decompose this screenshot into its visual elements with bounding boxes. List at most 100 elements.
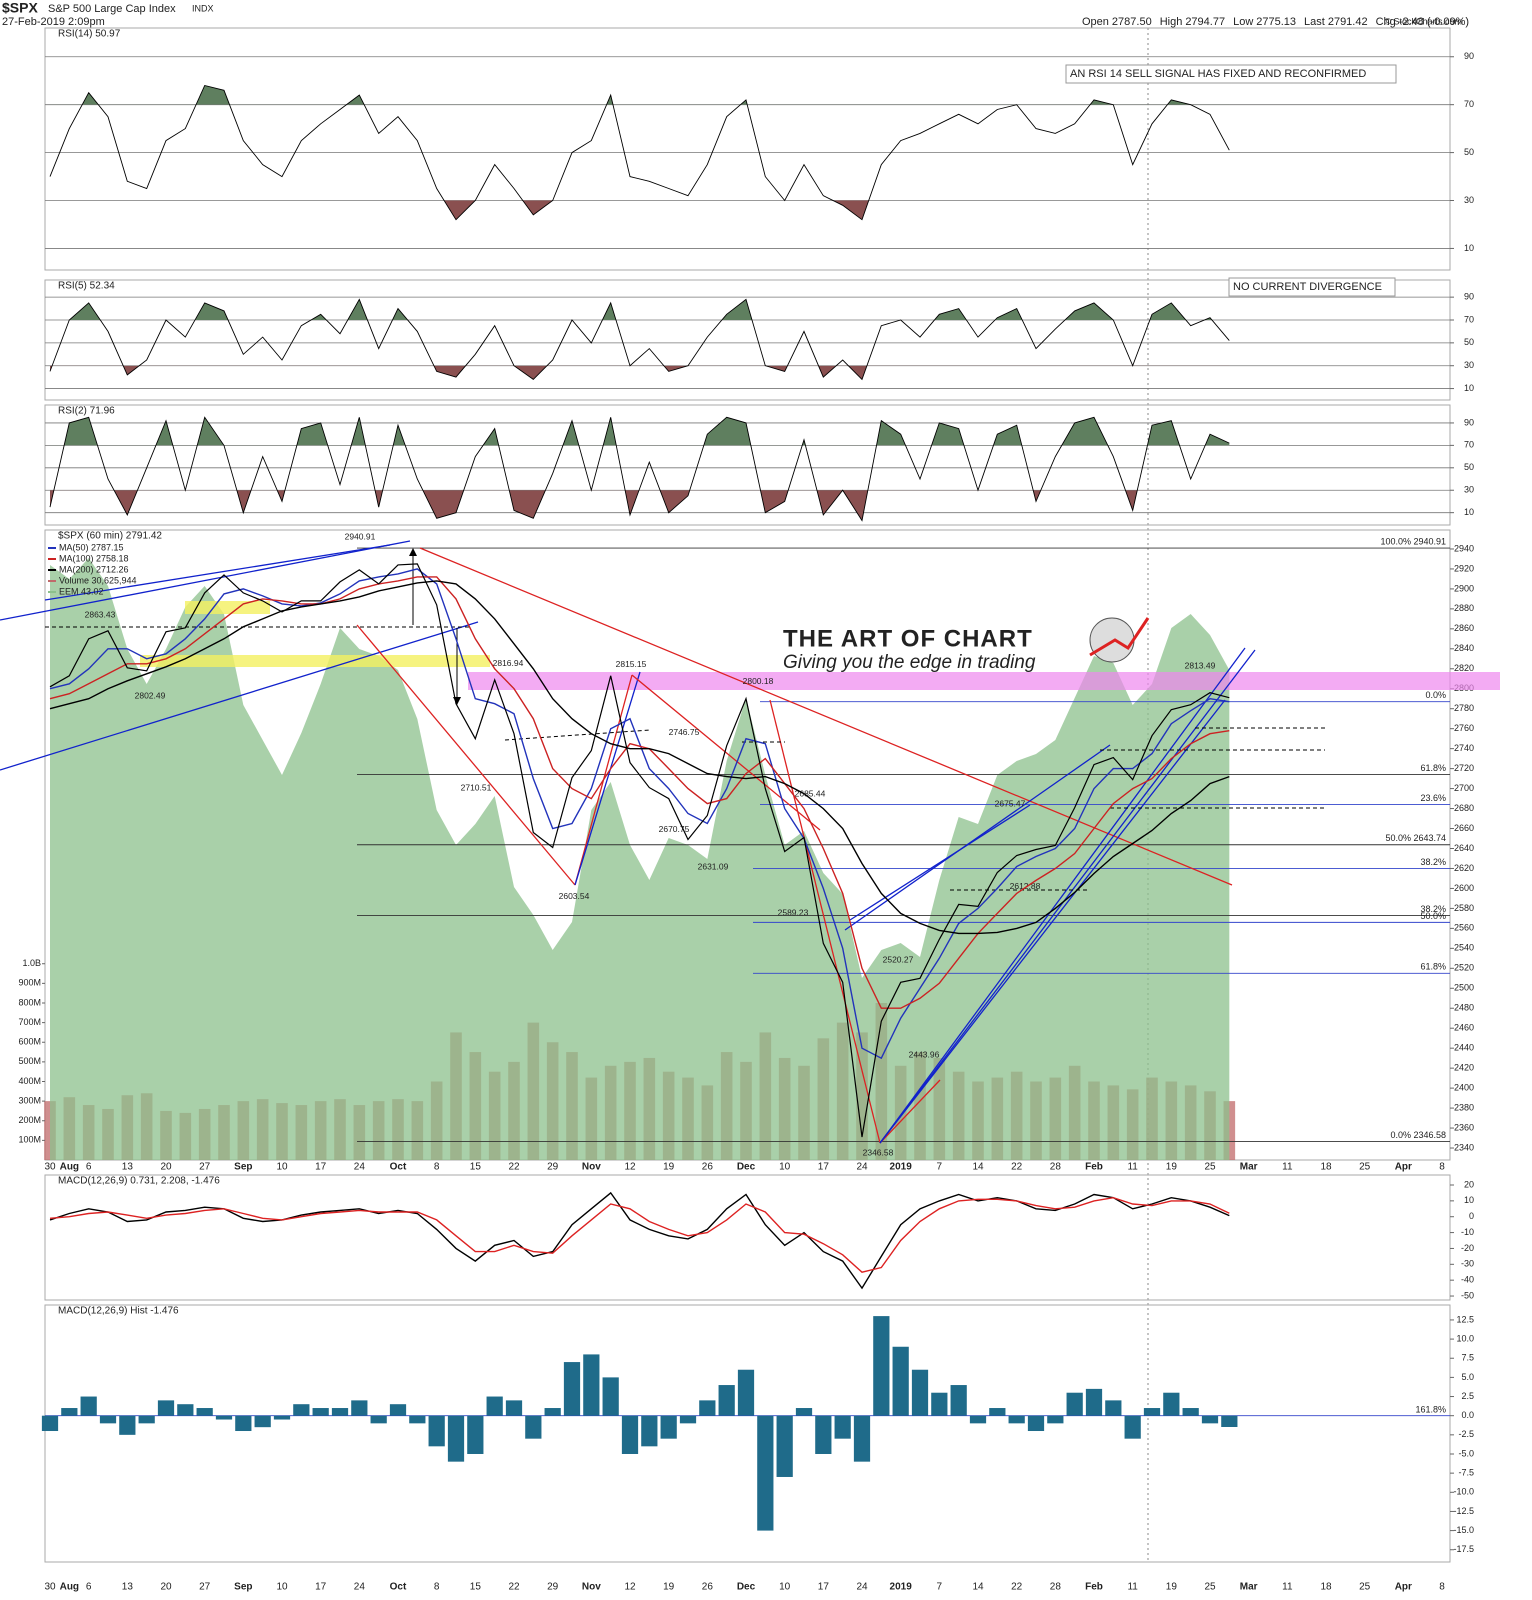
x-tick-label: 26 <box>702 1582 714 1593</box>
bar <box>892 1346 909 1416</box>
bar <box>1008 1415 1025 1424</box>
panel-frame <box>44 404 1451 526</box>
y-tick-label: 2840 <box>1454 643 1474 653</box>
x-tick-label: Oct <box>390 1582 407 1593</box>
x-tick-label: 27 <box>199 1582 211 1593</box>
panel-title: $SPX (60 min) 2791.42 <box>58 531 162 542</box>
price-label: 2603.54 <box>559 891 590 901</box>
bar <box>757 1415 774 1531</box>
y-tick-label: -5.0 <box>1458 1448 1474 1458</box>
x-tick-label: 11 <box>1127 1162 1138 1173</box>
bar <box>447 1415 465 1462</box>
bar <box>80 1396 97 1416</box>
price-label: 2346.58 <box>863 1148 894 1158</box>
x-tick-label: Aug <box>60 1162 79 1173</box>
y-tick-label: 10.0 <box>1456 1333 1474 1343</box>
y2-tick-label: 600M <box>18 1037 41 1047</box>
price-label: 2589.23 <box>778 907 809 917</box>
fib-label: 0.0% <box>1425 690 1446 700</box>
y-tick-label: -10.0 <box>1453 1487 1474 1497</box>
x-tick-label: 25 <box>1359 1582 1371 1593</box>
y-tick-label: 2760 <box>1454 723 1474 733</box>
x-tick-label: 13 <box>122 1582 134 1593</box>
legend-label: MA(100) 2758.18 <box>59 553 129 563</box>
bar <box>834 1415 851 1439</box>
y-tick-label: 2660 <box>1454 823 1474 833</box>
note-box <box>1228 277 1396 297</box>
x-tick-label: 25 <box>1204 1582 1216 1593</box>
x-tick-label: 30 <box>44 1582 56 1593</box>
quote-value: -2.48 (-0.09%) <box>1399 16 1469 28</box>
trendline <box>631 674 821 831</box>
x-tick-label: Dec <box>737 1162 756 1173</box>
y-tick-label: 2480 <box>1454 1003 1474 1013</box>
x-tick-label: 6 <box>86 1162 92 1173</box>
y-tick-label: 30 <box>1464 360 1474 370</box>
y-tick-label: 2500 <box>1454 983 1474 993</box>
bar <box>1163 1392 1180 1416</box>
x-tick-label: Mar <box>1240 1162 1258 1173</box>
series-line <box>49 576 1230 1009</box>
bar <box>235 1415 252 1432</box>
x-tick-label: 22 <box>508 1162 520 1173</box>
bar <box>776 1415 793 1477</box>
x-tick-label: 14 <box>972 1582 984 1593</box>
bar <box>950 1385 967 1416</box>
y-tick-label: 2520 <box>1454 963 1474 973</box>
x-tick-label: Feb <box>1085 1162 1103 1173</box>
x-tick-label: 20 <box>160 1582 172 1593</box>
x-tick-label: 17 <box>818 1162 830 1173</box>
bar <box>853 1415 871 1462</box>
bar <box>1105 1400 1122 1416</box>
y-tick-label: 20 <box>1464 1179 1474 1189</box>
bar <box>351 1400 368 1416</box>
x-tick-label: 10 <box>276 1582 288 1593</box>
logo-tagline: Giving you the edge in trading <box>783 652 1036 673</box>
quote-value: 2794.77 <box>1185 16 1225 28</box>
y2-tick-label: 900M <box>18 978 41 988</box>
x-tick-label: 17 <box>818 1582 830 1593</box>
y-tick-label: 2940 <box>1454 543 1474 553</box>
bar <box>312 1408 329 1416</box>
bar <box>911 1369 929 1416</box>
trendline <box>0 621 479 771</box>
price-label: 2520.27 <box>883 954 914 964</box>
legend-label: Volume 30,625,944 <box>59 575 137 585</box>
x-tick-label: Nov <box>582 1162 601 1173</box>
y-tick-label: 0 <box>1469 1211 1474 1221</box>
y2-tick-label: 100M <box>18 1135 41 1145</box>
y-tick-label: 10 <box>1464 383 1474 393</box>
bar <box>41 1415 59 1432</box>
quote-label: Low <box>1233 16 1253 28</box>
x-tick-label: 19 <box>663 1582 675 1593</box>
bar <box>99 1415 117 1424</box>
price-label: 2670.75 <box>659 824 690 834</box>
symbol: $SPX <box>2 0 38 16</box>
x-tick-label: 11 <box>1127 1582 1138 1593</box>
y2-tick-label: 500M <box>18 1056 41 1066</box>
y-tick-label: 2380 <box>1454 1102 1474 1112</box>
bar <box>699 1400 716 1416</box>
price-label: 2813.49 <box>1185 661 1216 671</box>
annotation: NO CURRENT DIVERGENCE <box>1233 281 1382 293</box>
panel: 20 10 0 -10 -20 -30 -40 -50 MACD(12,26,9) 0.731,… <box>44 1174 1474 1301</box>
panel-frame <box>44 27 1451 271</box>
bar <box>641 1415 658 1447</box>
x-tick-label: Dec <box>737 1582 756 1593</box>
y-tick-label: -12.5 <box>1453 1506 1474 1516</box>
trendline <box>844 744 1111 931</box>
bar <box>138 1415 155 1424</box>
logo-title: THE ART OF CHART <box>783 625 1033 652</box>
fib-label: 100.0% 2940.91 <box>1380 536 1446 546</box>
bar <box>215 1415 233 1420</box>
quote-value: 2787.50 <box>1112 16 1152 28</box>
series-line <box>49 568 1230 1060</box>
bar <box>293 1404 310 1416</box>
bar <box>196 1408 213 1416</box>
fib-label: 23.6% <box>1420 793 1446 803</box>
x-tick-label: 29 <box>547 1162 559 1173</box>
price-label: 2816.94 <box>493 658 524 668</box>
eem-area <box>50 558 1230 1160</box>
panel: 2340 2360 2380 2400 2420 2440 2460 2480 2500 2520… <box>0 529 1500 1161</box>
x-tick-label: Mar <box>1240 1582 1258 1593</box>
